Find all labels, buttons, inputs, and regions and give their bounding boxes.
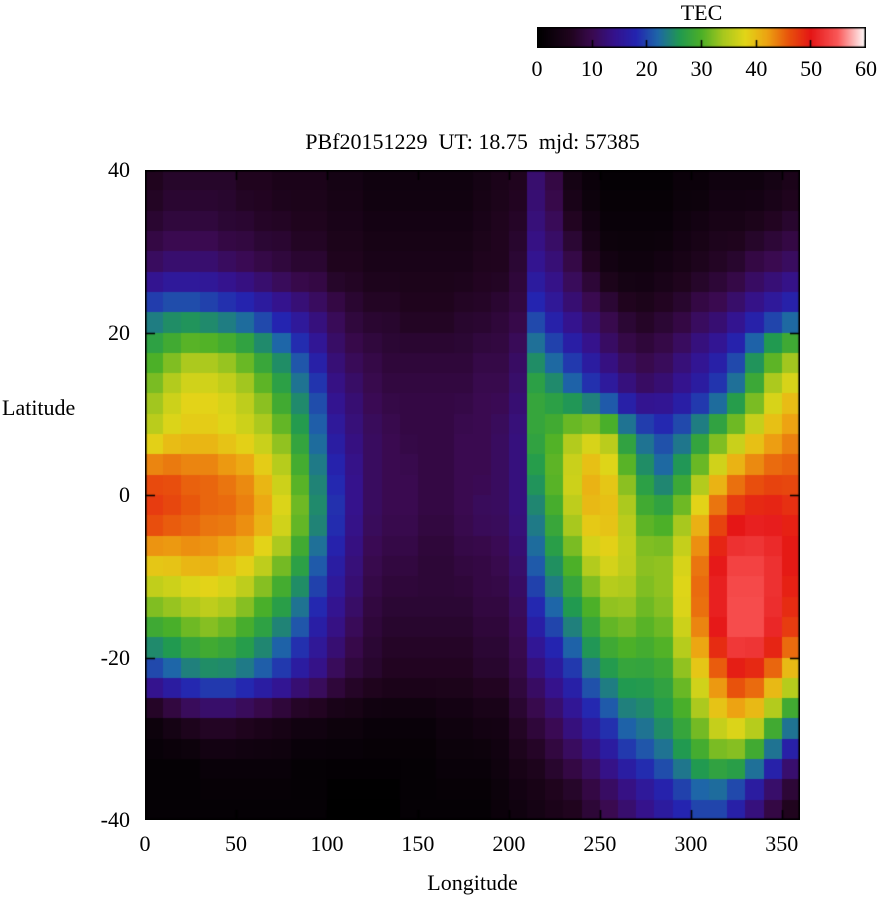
- x-tick-label: 200: [492, 831, 526, 856]
- y-axis-label: Latitude: [2, 395, 76, 420]
- x-tick-label: 0: [139, 831, 151, 856]
- plot-title: PBf20151229 UT: 18.75 mjd: 57385: [305, 129, 640, 154]
- x-tick-label: 300: [674, 831, 708, 856]
- heatmap-canvas: [145, 170, 800, 820]
- colorbar-title: TEC: [680, 0, 723, 25]
- x-tick-label: 150: [401, 831, 435, 856]
- plot-area: [145, 170, 800, 820]
- colorbar-tick-label: 20: [635, 56, 658, 81]
- x-tick-label: 50: [224, 831, 247, 856]
- y-tick-label: 0: [119, 482, 130, 507]
- y-tick-label: 20: [108, 319, 130, 345]
- colorbar-tick-label: 40: [745, 56, 768, 81]
- colorbar-gradient: [537, 27, 866, 48]
- colorbar-tick-label: 50: [800, 56, 823, 81]
- x-tick-label: 100: [310, 831, 344, 856]
- x-tick-label: 250: [583, 831, 617, 856]
- x-axis-label: Longitude: [427, 870, 518, 895]
- y-tick-label: -20: [100, 644, 130, 670]
- colorbar-tick-label: 60: [855, 56, 877, 81]
- x-tick-label: 350: [765, 831, 799, 856]
- colorbar-tick-label: 10: [580, 56, 603, 81]
- colorbar-tick-label: 30: [690, 56, 713, 81]
- colorbar-tick-label: 0: [531, 56, 543, 81]
- y-tick-label: 40: [108, 157, 130, 182]
- y-tick-label: -40: [100, 807, 130, 832]
